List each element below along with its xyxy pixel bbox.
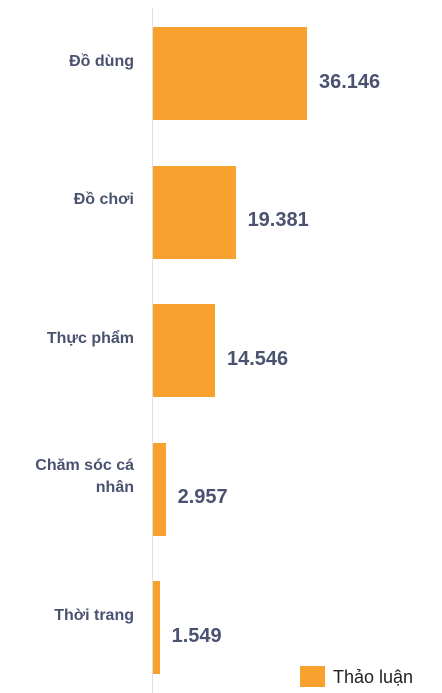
data-label: 1.549 bbox=[171, 624, 222, 647]
bar bbox=[153, 442, 166, 536]
legend-label: Thảo luận bbox=[333, 667, 414, 687]
data-label: 2.957 bbox=[177, 486, 228, 508]
category-label: Thời trang bbox=[54, 606, 134, 624]
bar bbox=[153, 27, 307, 120]
bar bbox=[153, 165, 236, 259]
axis-line bbox=[152, 8, 153, 693]
data-label: 14.546 bbox=[226, 347, 289, 370]
data-label: 19.381 bbox=[247, 209, 309, 231]
data-label: 36.146 bbox=[319, 70, 381, 93]
category-label: Đồ chơi bbox=[73, 191, 134, 208]
bar bbox=[153, 304, 215, 397]
category-label: Chăm sóc cá nhân bbox=[35, 457, 134, 496]
bar bbox=[153, 581, 160, 674]
category-label: Thực phẩm bbox=[46, 329, 134, 347]
category-label: Đồ dùng bbox=[69, 52, 134, 70]
legend-swatch bbox=[300, 666, 325, 687]
